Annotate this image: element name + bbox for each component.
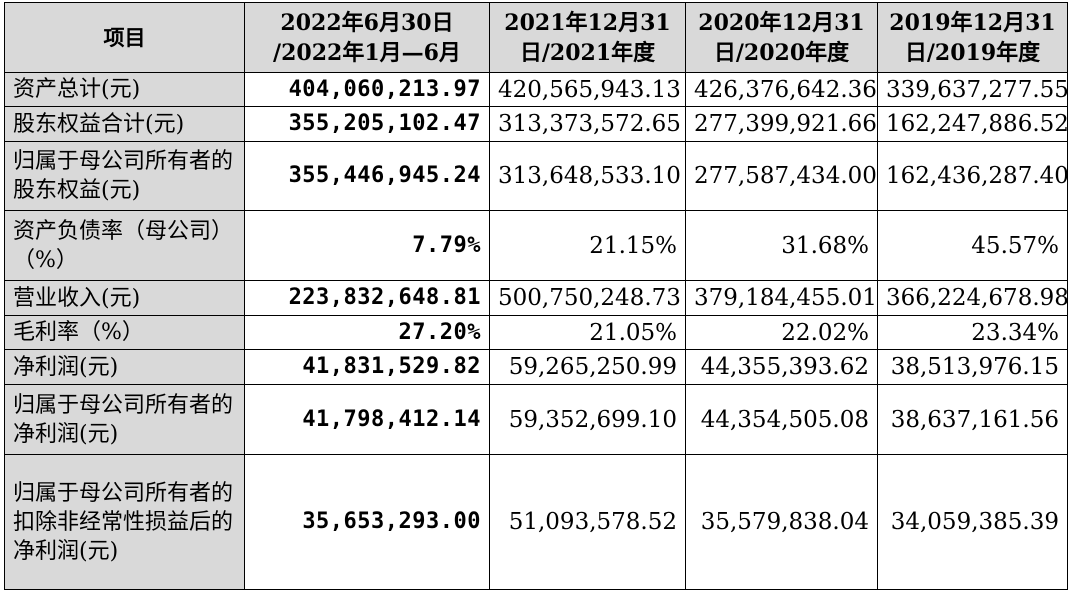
value-cell: 223,832,648.81: [244, 280, 490, 316]
value-cell: 21.15%: [489, 210, 686, 281]
value-cell: 27.20%: [244, 315, 490, 350]
header-col-2019: 2019年12月31 日/2019年度: [877, 2, 1068, 73]
table-row: 毛利率（%） 27.20% 21.05% 22.02% 23.34%: [4, 315, 1068, 350]
header-col-line1: 2022年6月30日: [280, 9, 454, 36]
value-cell: 313,648,533.10: [489, 141, 686, 211]
table-row: 净利润(元) 41,831,529.82 59,265,250.99 44,35…: [4, 349, 1068, 385]
row-label: 净利润(元): [4, 349, 245, 385]
header-row: 项目 2022年6月30日 /2022年1月—6月 2021年12月31 日/2…: [4, 2, 1068, 73]
header-col-line2: 日/2021年度: [519, 39, 656, 66]
header-col-2022h1: 2022年6月30日 /2022年1月—6月: [244, 2, 490, 73]
value-cell: 22.02%: [685, 315, 878, 350]
value-cell: 162,247,886.52: [877, 106, 1068, 142]
value-cell: 339,637,277.55: [877, 72, 1068, 107]
value-cell: 426,376,642.36: [685, 72, 878, 107]
value-cell: 59,265,250.99: [489, 349, 686, 385]
value-cell: 313,373,572.65: [489, 106, 686, 142]
value-cell: 420,565,943.13: [489, 72, 686, 107]
value-cell: 44,355,393.62: [685, 349, 878, 385]
row-label: 股东权益合计(元): [4, 106, 245, 142]
row-label: 归属于母公司所有者的股东权益(元): [4, 141, 245, 211]
value-cell: 38,513,976.15: [877, 349, 1068, 385]
header-col-line2: /2022年1月—6月: [273, 39, 461, 66]
row-label: 归属于母公司所有者的净利润(元): [4, 384, 245, 455]
header-col-line1: 2021年12月31: [504, 9, 671, 36]
value-cell: 23.34%: [877, 315, 1068, 350]
value-cell: 500,750,248.73: [489, 280, 686, 316]
value-cell: 41,798,412.14: [244, 384, 490, 455]
table-row: 股东权益合计(元) 355,205,102.47 313,373,572.65 …: [4, 106, 1068, 142]
table-row: 资产总计(元) 404,060,213.97 420,565,943.13 42…: [4, 72, 1068, 107]
header-col-line1: 2020年12月31: [698, 9, 865, 36]
table-row: 归属于母公司所有者的扣除非经常性损益后的净利润(元) 35,653,293.00…: [4, 454, 1068, 590]
row-label: 资产总计(元): [4, 72, 245, 107]
table-row: 资产负债率（母公司）（%） 7.79% 21.15% 31.68% 45.57%: [4, 210, 1068, 281]
value-cell: 355,446,945.24: [244, 141, 490, 211]
header-col-line2: 日/2020年度: [713, 39, 850, 66]
table-row: 归属于母公司所有者的净利润(元) 41,798,412.14 59,352,69…: [4, 384, 1068, 455]
header-col-line1: 2019年12月31: [889, 9, 1056, 36]
row-label: 归属于母公司所有者的扣除非经常性损益后的净利润(元): [4, 454, 245, 590]
header-col-line2: 日/2019年度: [904, 39, 1041, 66]
value-cell: 21.05%: [489, 315, 686, 350]
table-row: 归属于母公司所有者的股东权益(元) 355,446,945.24 313,648…: [4, 141, 1068, 211]
value-cell: 45.57%: [877, 210, 1068, 281]
header-item: 项目: [4, 2, 245, 73]
value-cell: 34,059,385.39: [877, 454, 1068, 590]
table-row: 营业收入(元) 223,832,648.81 500,750,248.73 37…: [4, 280, 1068, 316]
value-cell: 51,093,578.52: [489, 454, 686, 590]
header-col-2021: 2021年12月31 日/2021年度: [489, 2, 686, 73]
value-cell: 31.68%: [685, 210, 878, 281]
value-cell: 277,587,434.00: [685, 141, 878, 211]
value-cell: 355,205,102.47: [244, 106, 490, 142]
value-cell: 35,653,293.00: [244, 454, 490, 590]
financial-summary-table: 项目 2022年6月30日 /2022年1月—6月 2021年12月31 日/2…: [4, 2, 1068, 590]
row-label: 营业收入(元): [4, 280, 245, 316]
row-label: 毛利率（%）: [4, 315, 245, 350]
value-cell: 41,831,529.82: [244, 349, 490, 385]
value-cell: 162,436,287.40: [877, 141, 1068, 211]
value-cell: 379,184,455.01: [685, 280, 878, 316]
header-col-2020: 2020年12月31 日/2020年度: [685, 2, 878, 73]
value-cell: 366,224,678.98: [877, 280, 1068, 316]
value-cell: 44,354,505.08: [685, 384, 878, 455]
value-cell: 277,399,921.66: [685, 106, 878, 142]
value-cell: 404,060,213.97: [244, 72, 490, 107]
value-cell: 38,637,161.56: [877, 384, 1068, 455]
value-cell: 59,352,699.10: [489, 384, 686, 455]
value-cell: 7.79%: [244, 210, 490, 281]
value-cell: 35,579,838.04: [685, 454, 878, 590]
row-label: 资产负债率（母公司）（%）: [4, 210, 245, 281]
